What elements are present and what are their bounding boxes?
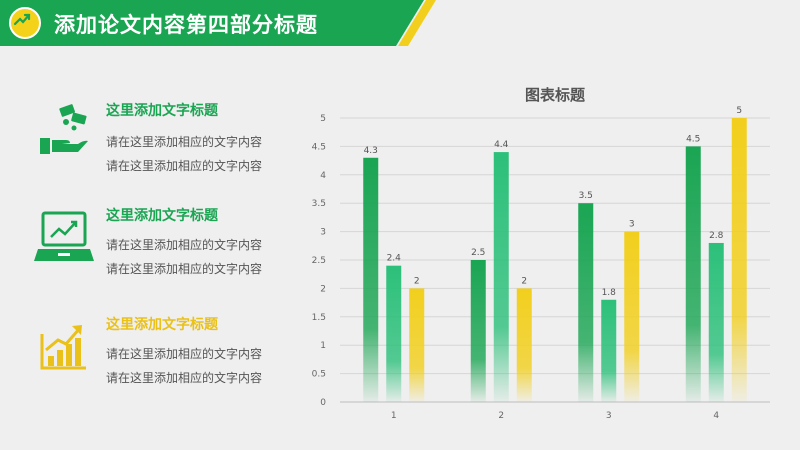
data-label: 2.8 xyxy=(709,231,724,241)
item-text-line: 请在这里添加相应的文字内容 xyxy=(106,159,263,173)
item-text-line: 请在这里添加相应的文字内容 xyxy=(106,238,263,252)
y-tick-label: 5 xyxy=(320,114,326,124)
data-label: 2.5 xyxy=(471,248,485,258)
item-title: 这里添加文字标题 xyxy=(106,103,218,119)
growth-chart-icon xyxy=(34,314,94,374)
item-text-line: 请在这里添加相应的文字内容 xyxy=(106,371,263,385)
x-tick-label: 3 xyxy=(606,411,612,421)
data-label: 4.5 xyxy=(686,134,700,144)
bar-chart: 图表标题 0 0.5 1 1.5 2 2.5 3 3.5 4 4.5 5 4.3 2.4 2 1 2.5 4.4 2… xyxy=(312,86,770,421)
data-label: 4.3 xyxy=(364,146,378,156)
item-text-line: 请在这里添加相应的文字内容 xyxy=(106,135,263,149)
header-bar: 添加论文内容第四部分标题 xyxy=(0,0,800,46)
bar xyxy=(363,157,379,402)
item-title: 这里添加文字标题 xyxy=(106,317,218,333)
bar xyxy=(386,265,402,402)
data-label: 2 xyxy=(414,276,420,286)
y-tick-label: 2 xyxy=(320,284,326,294)
y-tick-label: 3 xyxy=(320,228,326,238)
bar xyxy=(685,146,701,402)
bar xyxy=(624,231,640,402)
y-tick-label: 1.5 xyxy=(312,313,326,323)
x-tick-label: 2 xyxy=(498,411,504,421)
content-item-2: 这里添加文字标题 请在这里添加相应的文字内容 请在这里添加相应的文字内容 xyxy=(34,205,304,295)
bar xyxy=(731,118,747,402)
data-label: 3.5 xyxy=(579,191,593,201)
y-tick-label: 4 xyxy=(320,171,326,181)
x-tick-label: 4 xyxy=(713,411,719,421)
bar xyxy=(470,260,486,402)
laptop-chart-icon xyxy=(34,205,94,265)
y-tick-label: 1 xyxy=(320,341,326,351)
bar xyxy=(516,288,532,402)
y-tick-label: 2.5 xyxy=(312,256,326,266)
y-tick-label: 4.5 xyxy=(312,142,326,152)
data-label: 3 xyxy=(629,220,635,230)
item-text-line: 请在这里添加相应的文字内容 xyxy=(106,347,263,361)
content-item-1: 这里添加文字标题 请在这里添加相应的文字内容 请在这里添加相应的文字内容 xyxy=(34,100,304,190)
y-tick-label: 0 xyxy=(320,398,326,408)
bar xyxy=(708,242,724,402)
data-label: 2.4 xyxy=(387,254,402,264)
y-tick-label: 0.5 xyxy=(312,370,326,380)
data-label: 1.8 xyxy=(602,288,617,298)
item-text-line: 请在这里添加相应的文字内容 xyxy=(106,262,263,276)
item-title: 这里添加文字标题 xyxy=(106,208,218,224)
logo-icon xyxy=(9,7,41,39)
y-tick-label: 3.5 xyxy=(312,199,326,209)
data-label: 5 xyxy=(736,106,742,116)
bar xyxy=(601,299,617,402)
money-hand-icon xyxy=(34,100,94,160)
bar xyxy=(409,288,425,402)
x-tick-label: 1 xyxy=(391,411,397,421)
header-background xyxy=(0,0,436,46)
content-item-3: 这里添加文字标题 请在这里添加相应的文字内容 请在这里添加相应的文字内容 xyxy=(34,314,304,404)
bar xyxy=(493,152,509,402)
data-label: 4.4 xyxy=(494,140,509,150)
chart-title: 图表标题 xyxy=(525,86,586,104)
page-title: 添加论文内容第四部分标题 xyxy=(54,13,318,37)
data-label: 2 xyxy=(521,276,527,286)
bar xyxy=(578,203,594,402)
